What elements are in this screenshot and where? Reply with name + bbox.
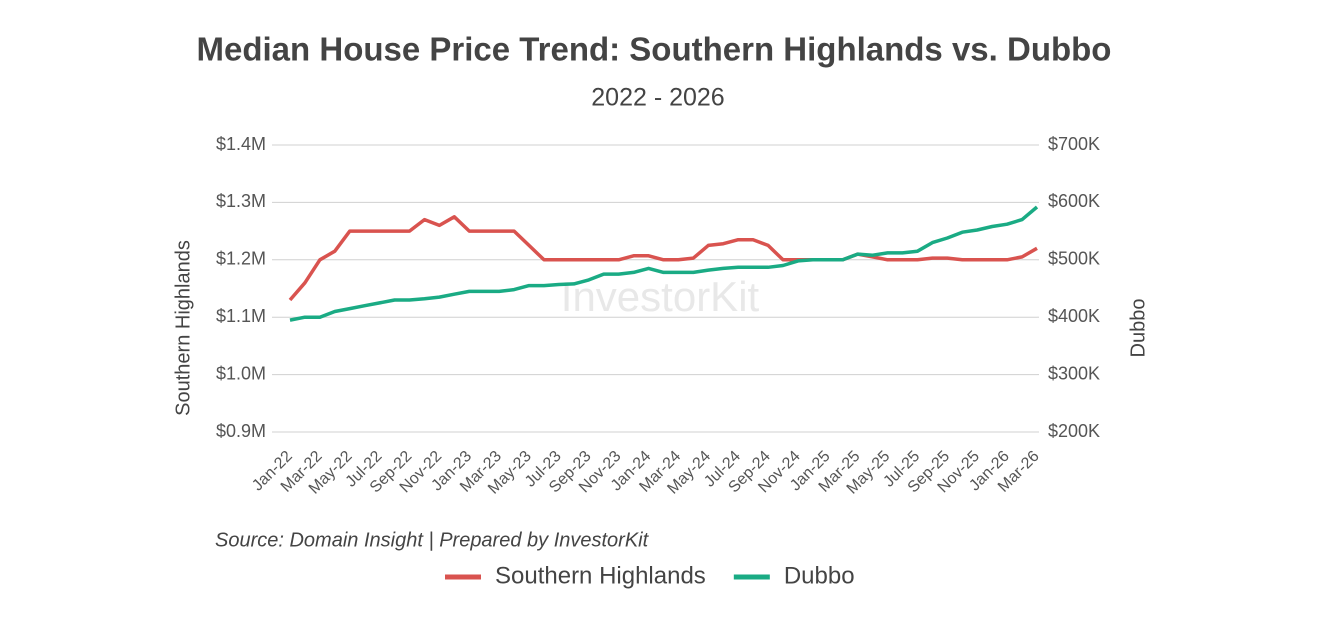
y2-tick-label: $400K <box>1048 306 1100 326</box>
y2-axis-title: Dubbo <box>1127 299 1149 358</box>
watermark: InvestorKit <box>561 273 760 320</box>
y2-tick-label: $500K <box>1048 249 1100 269</box>
y-tick-label: $1.0M <box>216 363 266 383</box>
chart-subtitle: 2022 - 2026 <box>591 84 724 112</box>
y-tick-label: $1.2M <box>216 249 266 269</box>
y-tick-label: $0.9M <box>216 421 266 441</box>
y-tick-label: $1.1M <box>216 306 266 326</box>
y2-tick-label: $200K <box>1048 421 1100 441</box>
series-line <box>289 205 1039 322</box>
y-tick-label: $1.3M <box>216 191 266 211</box>
y-axis-title: Southern Highlands <box>172 240 194 416</box>
y2-tick-label: $300K <box>1048 363 1100 383</box>
y-tick-label: $1.4M <box>216 134 266 154</box>
y2-tick-label: $600K <box>1048 191 1100 211</box>
chart-title: Median House Price Trend: Southern Highl… <box>197 31 1112 68</box>
y2-tick-label: $700K <box>1048 134 1100 154</box>
legend-label: Southern Highlands <box>495 562 706 589</box>
legend-label: Dubbo <box>784 562 855 589</box>
series-line <box>288 215 1038 302</box>
source: Source: Domain Insight | Prepared by Inv… <box>215 529 650 551</box>
